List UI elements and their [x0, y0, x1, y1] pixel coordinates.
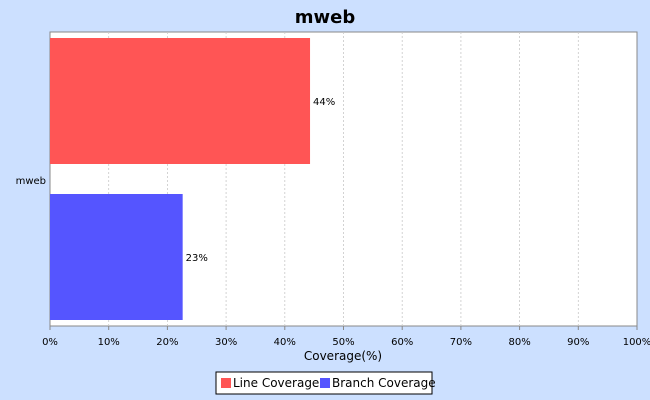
- legend-swatch-branch-coverage: [320, 378, 330, 388]
- bar-branch-coverage: [50, 194, 183, 320]
- x-tick-label: 60%: [391, 337, 413, 348]
- legend-swatch-line-coverage: [221, 378, 231, 388]
- x-tick-label: 10%: [98, 337, 120, 348]
- legend-label-line-coverage: Line Coverage: [233, 376, 319, 390]
- bar-value-label: 44%: [313, 97, 335, 108]
- x-tick-label: 0%: [42, 337, 58, 348]
- x-tick-label: 80%: [508, 337, 530, 348]
- x-axis-title: Coverage(%): [304, 349, 382, 363]
- x-tick-label: 100%: [623, 337, 650, 348]
- x-tick-label: 40%: [274, 337, 296, 348]
- bar-line-coverage: [50, 38, 311, 164]
- category-label: mweb: [16, 176, 46, 187]
- legend-label-branch-coverage: Branch Coverage: [332, 376, 436, 390]
- x-tick-label: 90%: [567, 337, 589, 348]
- x-tick-label: 70%: [450, 337, 472, 348]
- x-tick-label: 20%: [156, 337, 178, 348]
- chart-title: mweb: [295, 7, 356, 28]
- x-axis-ticks: 0% 10% 20% 30% 40% 50% 60% 70% 80% 90% 100%: [42, 326, 650, 348]
- x-tick-label: 30%: [215, 337, 237, 348]
- bar-value-label: 23%: [186, 253, 208, 264]
- bars: [50, 38, 311, 320]
- x-tick-label: 50%: [332, 337, 354, 348]
- legend: Line Coverage Branch Coverage: [215, 371, 436, 395]
- bar-labels: 44% 23%: [186, 97, 336, 264]
